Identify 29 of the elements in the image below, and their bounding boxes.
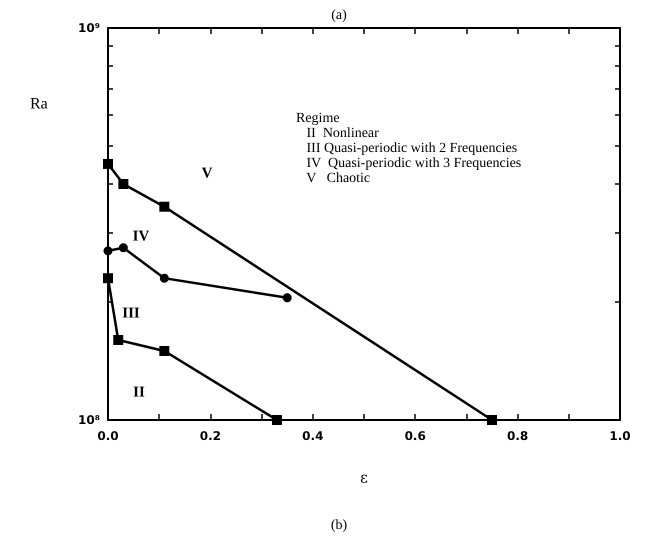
annotation: IV [132,228,150,244]
x-tick-label: 0.0 [97,429,119,443]
point [282,293,292,302]
x-tick-label: 0.4 [302,429,324,443]
point [104,246,112,256]
point [160,274,169,283]
x-tick-label: 0.2 [200,429,222,443]
x-tick-label: 0.6 [404,429,426,443]
y-tick-label: 10⁸ [78,413,100,427]
point [118,243,128,252]
point [118,178,128,189]
point [103,158,113,169]
text: (b) [330,518,348,533]
text: (a) [331,8,348,23]
x-axis-title: ε [360,468,368,486]
y-axis-title: Ra [30,96,48,112]
annotation: Regime II Nonlinear III Quasi-periodic with 2 Frequencies IV Quasi-periodic with 3 Frequencies V Chaotic [296,111,522,186]
point [272,415,282,425]
annotation: II [133,384,145,400]
point [487,415,497,425]
point [113,334,124,345]
point [159,202,170,212]
annotation: III [122,306,140,322]
x-tick-label: 0.8 [506,429,528,443]
x-tick-label: 1.0 [609,429,631,443]
point [159,346,170,356]
y-tick-label: 10⁹ [78,21,100,35]
annotation: V [202,166,213,182]
point [103,273,113,284]
